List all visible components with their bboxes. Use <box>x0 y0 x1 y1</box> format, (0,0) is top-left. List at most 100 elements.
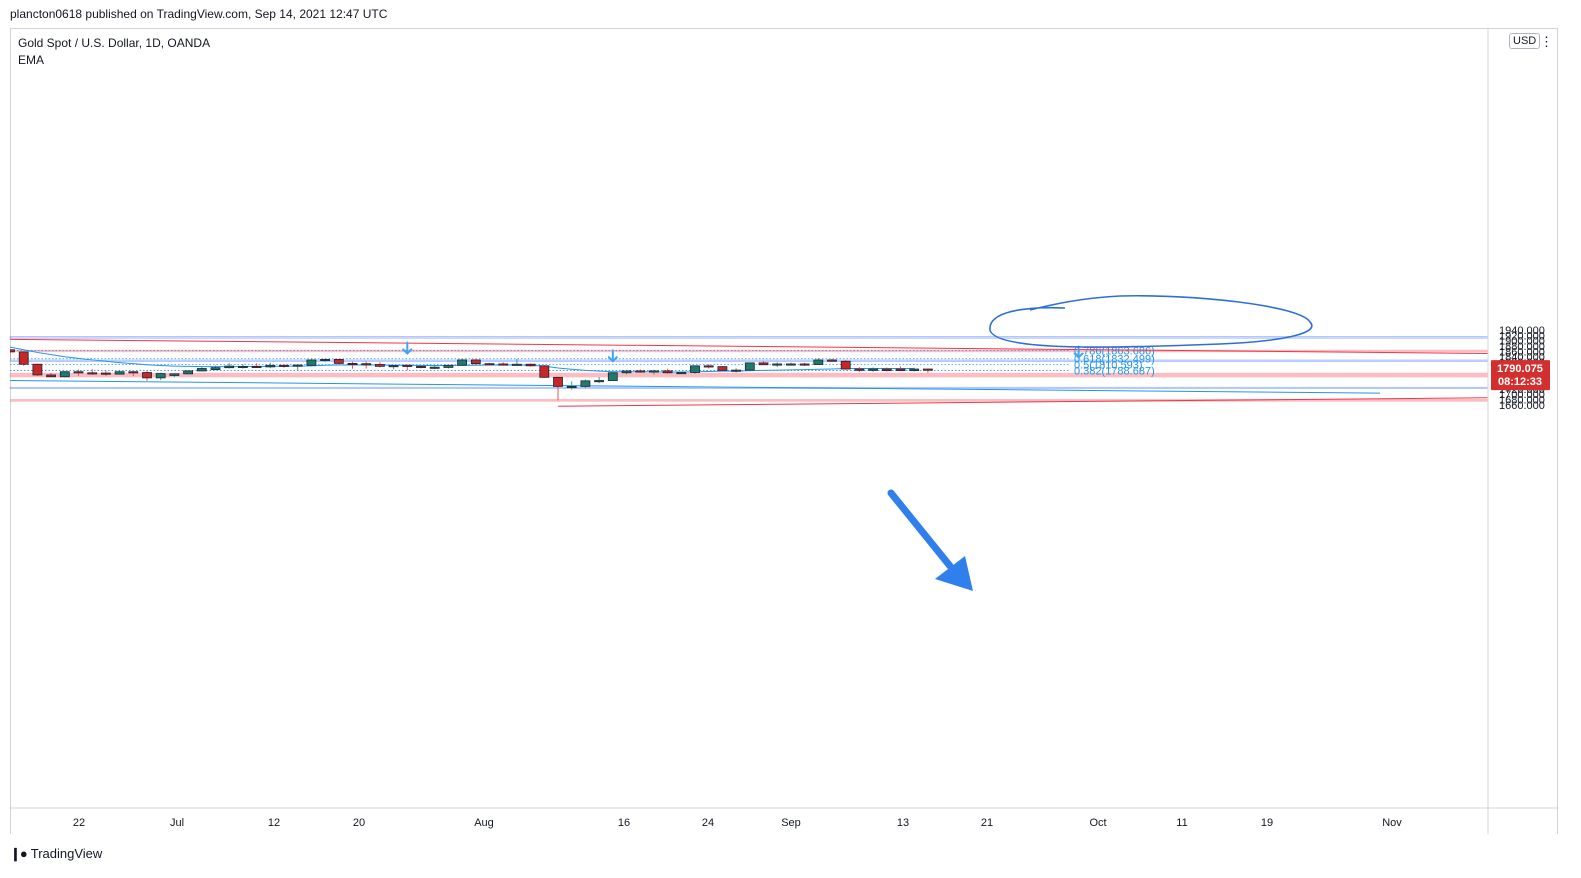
candle-body[interactable] <box>265 364 276 368</box>
candle-body[interactable] <box>895 368 906 372</box>
candle-body[interactable] <box>59 371 70 378</box>
candle-body[interactable] <box>347 363 358 366</box>
candle-body[interactable] <box>786 363 796 366</box>
candle-body[interactable] <box>388 365 399 368</box>
candle-body[interactable] <box>361 363 372 366</box>
drawn-ellipse[interactable] <box>989 294 1313 348</box>
candle-body[interactable] <box>744 362 755 371</box>
candle-body[interactable] <box>470 359 481 365</box>
candle-body[interactable] <box>525 363 536 367</box>
resistance-zone-1 <box>10 349 1488 353</box>
candle-body[interactable] <box>484 363 495 366</box>
candle-body[interactable] <box>854 368 865 371</box>
resistance-zone-5 <box>10 399 1488 402</box>
candle-body[interactable] <box>224 365 235 369</box>
candle-body[interactable] <box>210 367 221 370</box>
candle-body[interactable] <box>635 370 646 373</box>
candle-body[interactable] <box>416 365 426 368</box>
menu-icon[interactable]: ⋮ <box>1540 34 1553 49</box>
projection-arrow-shaft[interactable] <box>887 489 954 570</box>
candle-body[interactable] <box>676 372 687 375</box>
candle-body[interactable] <box>923 368 933 371</box>
published-caption: plancton0618 published on TradingView.co… <box>10 7 388 21</box>
candle-body[interactable] <box>128 371 139 374</box>
candle-body[interactable] <box>758 362 769 366</box>
time-tick-label: 22 <box>73 817 85 829</box>
candle-body[interactable] <box>169 373 180 376</box>
candle-body[interactable] <box>196 368 207 372</box>
candle-body[interactable] <box>73 371 84 374</box>
candle-body[interactable] <box>251 365 262 368</box>
candle-body[interactable] <box>690 365 700 373</box>
price-tick-label: 1920.000 <box>1499 330 1545 342</box>
trendline-blue-2[interactable] <box>10 380 1381 394</box>
candle-body[interactable] <box>799 363 810 366</box>
candle-body[interactable] <box>881 368 892 372</box>
candle-body[interactable] <box>101 372 111 375</box>
indicator-label[interactable]: EMA <box>18 53 45 67</box>
candle-body[interactable] <box>827 359 837 362</box>
candle-body[interactable] <box>142 372 152 379</box>
candle-body[interactable] <box>621 370 632 374</box>
candle-body[interactable] <box>320 359 331 362</box>
candle-body[interactable] <box>374 364 385 367</box>
candle-body[interactable] <box>868 368 878 371</box>
candle-body[interactable] <box>909 368 920 372</box>
candle-body[interactable] <box>279 364 289 367</box>
candle-body[interactable] <box>662 370 673 374</box>
fib-label-0.618: 0.618(1832.499) <box>1074 354 1155 366</box>
price-tick-label: 1680.000 <box>1499 395 1545 407</box>
price-tick-label: 1660.000 <box>1499 400 1545 412</box>
candle-body[interactable] <box>402 364 413 367</box>
symbol-title[interactable]: Gold Spot / U.S. Dollar, 1D, OANDA <box>18 36 211 50</box>
candle-body[interactable] <box>6 349 15 353</box>
candle-body[interactable] <box>512 363 522 366</box>
candle-body[interactable] <box>46 374 56 378</box>
candle-body[interactable] <box>457 359 468 366</box>
fib-label-0.786: 0.786(1863.686) <box>1074 345 1155 357</box>
candle-body[interactable] <box>553 376 563 387</box>
candle-body[interactable] <box>772 363 783 366</box>
candle-body[interactable] <box>429 366 440 369</box>
candle-body[interactable] <box>703 365 714 368</box>
trendline-red-1[interactable] <box>557 393 1581 407</box>
candle-body[interactable] <box>539 365 550 378</box>
time-tick-label: 24 <box>702 817 714 829</box>
candle-body[interactable] <box>594 380 604 383</box>
candle-body[interactable] <box>607 372 618 381</box>
candle-body[interactable] <box>114 371 125 375</box>
candle-body[interactable] <box>32 363 43 376</box>
candle-body[interactable] <box>813 359 824 365</box>
candle-body[interactable] <box>649 370 659 373</box>
support-zone-0 <box>9 336 1489 339</box>
candle-body[interactable] <box>87 372 98 375</box>
time-tick-label: 13 <box>897 817 909 829</box>
candle-body[interactable] <box>580 380 591 387</box>
candle-body[interactable] <box>717 366 728 371</box>
current-price-label: 1790.075 <box>1497 363 1543 375</box>
brand-footer[interactable]: ❙● TradingView <box>10 846 102 862</box>
candle-body[interactable] <box>443 364 454 368</box>
price-tick-label: 1940.000 <box>1499 325 1545 337</box>
support-zone-2 <box>9 359 1489 362</box>
bar-countdown-label: 08:12:33 <box>1498 376 1542 388</box>
current-price-label-bg <box>1491 360 1550 391</box>
candle-body[interactable] <box>306 359 317 366</box>
price-tick-label: 1860.000 <box>1499 346 1545 358</box>
candle-body[interactable] <box>18 351 29 365</box>
candle-body[interactable] <box>566 386 577 389</box>
time-tick-label: Sep <box>781 817 801 829</box>
candle-body[interactable] <box>155 373 166 379</box>
candle-body[interactable] <box>731 369 741 372</box>
candle-body[interactable] <box>183 370 194 375</box>
time-tick-label: 11 <box>1176 817 1187 829</box>
candle-body[interactable] <box>840 360 851 370</box>
candle-body[interactable] <box>333 359 344 364</box>
currency-badge[interactable]: USD <box>1509 33 1541 49</box>
time-tick-label: 20 <box>353 817 365 829</box>
candle-body[interactable] <box>292 364 303 367</box>
candle-body[interactable] <box>498 363 509 366</box>
trendline-red-0[interactable] <box>10 338 1581 358</box>
candle-body[interactable] <box>237 365 248 368</box>
